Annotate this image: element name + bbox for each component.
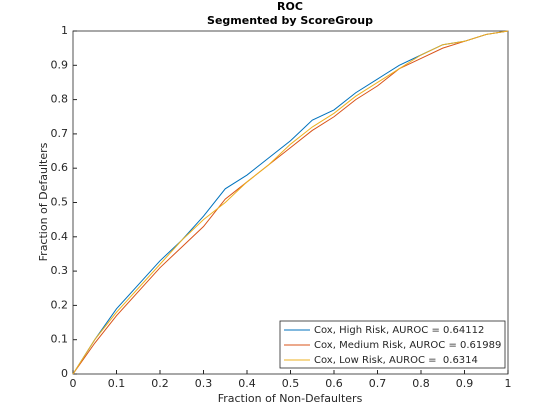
x-tick-label: 0.7: [369, 377, 387, 390]
legend-box: [279, 320, 506, 369]
x-tick-label: 0.1: [108, 377, 126, 390]
y-tick-label: 0: [61, 367, 68, 380]
y-tick-label: 0.6: [51, 161, 69, 174]
y-tick-label: 1: [61, 24, 68, 37]
legend-label: Cox, Low Risk, AUROC = 0.6314: [314, 355, 478, 366]
x-tick-label: 0.4: [238, 377, 256, 390]
x-tick-label: 0.6: [325, 377, 343, 390]
y-tick-label: 0.2: [51, 298, 69, 311]
chart-subtitle: Segmented by ScoreGroup: [207, 14, 373, 27]
y-tick-label: 0.5: [51, 196, 69, 209]
y-tick-label: 0.3: [51, 264, 69, 277]
x-tick-label: 0.2: [151, 377, 169, 390]
series-line: [72, 30, 509, 375]
y-tick-label: 0.4: [51, 230, 69, 243]
x-tick-label: 0.5: [282, 377, 300, 390]
legend-label: Cox, High Risk, AUROC = 0.64112: [314, 325, 484, 336]
legend-label: Cox, Medium Risk, AUROC = 0.61989: [314, 340, 501, 351]
x-tick-label: 0.9: [456, 377, 474, 390]
x-tick-label: 0.8: [412, 377, 430, 390]
y-axis-label: Fraction of Defaulters: [37, 142, 50, 261]
y-tick-label: 0.7: [51, 127, 69, 140]
x-axis-label: Fraction of Non-Defaulters: [218, 392, 363, 405]
chart-title: ROC: [277, 0, 303, 13]
x-tick-label: 0.3: [195, 377, 213, 390]
y-tick-label: 0.9: [51, 58, 69, 71]
x-tick-label: 1: [505, 377, 512, 390]
series-line: [72, 30, 509, 375]
plot-area: [72, 30, 509, 375]
y-tick-label: 0.1: [51, 333, 69, 346]
x-tick-label: 0: [70, 377, 77, 390]
y-tick-label: 0.8: [51, 93, 69, 106]
